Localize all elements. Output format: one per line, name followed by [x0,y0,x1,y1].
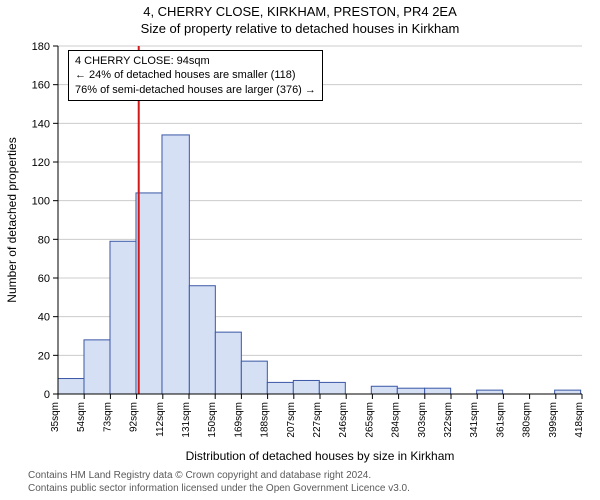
histogram-bar [397,388,424,394]
attribution-footer: Contains HM Land Registry data © Crown c… [0,466,600,495]
histogram-bar [477,390,503,394]
y-axis-label: Number of detached properties [5,137,19,302]
x-tick-label: 246sqm [338,402,349,438]
y-tick-label: 80 [38,234,50,246]
x-tick-label: 112sqm [155,402,166,437]
histogram-bar [319,382,345,394]
x-tick-label: 265sqm [364,402,375,438]
histogram-bar [162,135,189,394]
histogram-bar [555,390,581,394]
chart-title-line1: 4, CHERRY CLOSE, KIRKHAM, PRESTON, PR4 2… [0,4,600,19]
histogram-bar [267,382,293,394]
x-tick-label: 169sqm [233,402,244,438]
y-tick-label: 120 [32,157,50,169]
histogram-bar [189,286,215,394]
x-tick-label: 35sqm [50,402,61,432]
x-tick-label: 418sqm [574,402,585,438]
footer-line1: Contains HM Land Registry data © Crown c… [28,470,600,483]
x-tick-label: 131sqm [181,402,192,438]
y-tick-label: 40 [38,312,50,324]
x-tick-label: 227sqm [312,402,323,438]
y-tick-label: 0 [44,389,50,401]
histogram-bar [84,340,110,394]
y-tick-label: 180 [32,41,50,53]
x-tick-label: 92sqm [129,402,140,432]
y-tick-label: 100 [32,196,50,208]
callout-line1: 4 CHERRY CLOSE: 94sqm [75,54,316,68]
footer-line2: Contains public sector information licen… [28,483,600,496]
chart-title-block: 4, CHERRY CLOSE, KIRKHAM, PRESTON, PR4 2… [0,4,600,36]
x-tick-label: 284sqm [391,402,402,438]
x-tick-label: 380sqm [522,402,533,438]
x-tick-label: 399sqm [548,402,559,438]
histogram-bar [136,193,162,394]
x-tick-label: 361sqm [495,402,506,438]
histogram-bar [110,241,136,394]
y-tick-label: 60 [38,273,50,285]
histogram-bar [215,332,241,394]
x-tick-label: 54sqm [76,402,87,432]
x-tick-label: 207sqm [286,402,297,438]
x-tick-label: 73sqm [102,402,113,432]
x-tick-label: 188sqm [260,402,271,438]
chart-title-line2: Size of property relative to detached ho… [0,21,600,36]
x-tick-label: 322sqm [443,402,454,438]
chart-container: 0 20 40 60 80 100 120 140 160 180 35sqm 54sqm 73sqm 9… [0,36,600,466]
histogram-bar [371,386,397,394]
y-tick-label: 160 [32,80,50,92]
histogram-bar [293,380,319,394]
marker-callout: 4 CHERRY CLOSE: 94sqm ← 24% of detached … [68,50,323,101]
x-tick-label: 341sqm [469,402,480,438]
y-tick-label: 140 [32,118,50,130]
x-tick-label: 150sqm [207,402,218,438]
x-axis-label: Distribution of detached houses by size … [186,449,455,463]
callout-line2: ← 24% of detached houses are smaller (11… [75,68,316,82]
histogram-bar [58,379,84,394]
x-tick-label: 303sqm [417,402,428,438]
histogram-bar [241,361,267,394]
histogram-bar [425,388,451,394]
y-tick-label: 20 [38,350,50,362]
callout-line3: 76% of semi-detached houses are larger (… [75,83,316,97]
